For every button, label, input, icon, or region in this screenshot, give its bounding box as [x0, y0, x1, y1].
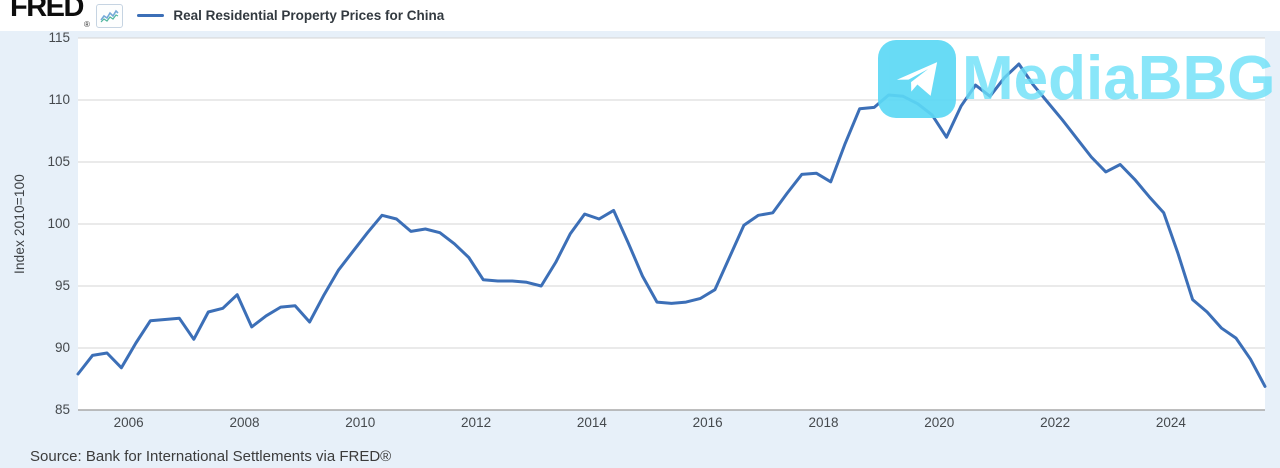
x-tick-label-2016: 2016	[692, 415, 723, 430]
y-tick-label-100: 100	[47, 216, 70, 231]
legend-series-label: Real Residential Property Prices for Chi…	[173, 8, 445, 23]
fred-logo[interactable]: FRED ®	[10, 0, 90, 40]
y-tick-label-110: 110	[48, 92, 70, 107]
legend: Real Residential Property Prices for Chi…	[137, 8, 444, 23]
x-tick-label-2006: 2006	[113, 415, 144, 430]
fred-logo-text: FRED	[10, 0, 84, 23]
series-line	[76, 62, 1267, 388]
y-tick-label-95: 95	[54, 278, 70, 293]
legend-line-swatch	[137, 14, 165, 17]
x-tick-label-2010: 2010	[345, 415, 376, 430]
y-axis-title: Index 2010=100	[12, 173, 27, 275]
y-tick-label-90: 90	[54, 340, 70, 355]
x-tick-label-2018: 2018	[808, 415, 839, 430]
chart-header: FRED ® Real Residential Property Prices …	[0, 0, 1280, 31]
y-tick-label-115: 115	[48, 30, 70, 45]
chart-canvas	[76, 37, 1267, 411]
x-tick-label-2020: 2020	[924, 415, 955, 430]
x-tick-label-2022: 2022	[1040, 415, 1071, 430]
source-note: Source: Bank for International Settlemen…	[30, 448, 392, 465]
plot-area[interactable]	[76, 37, 1267, 411]
y-tick-label-105: 105	[47, 154, 70, 169]
fred-registered-mark: ®	[83, 19, 90, 29]
x-tick-label-2008: 2008	[229, 415, 260, 430]
fred-chart-icon[interactable]	[96, 3, 124, 28]
x-tick-label-2024: 2024	[1155, 415, 1186, 430]
y-tick-label-85: 85	[54, 402, 70, 417]
sparkline-icon	[100, 9, 119, 22]
x-tick-label-2014: 2014	[576, 415, 607, 430]
x-tick-label-2012: 2012	[461, 415, 492, 430]
